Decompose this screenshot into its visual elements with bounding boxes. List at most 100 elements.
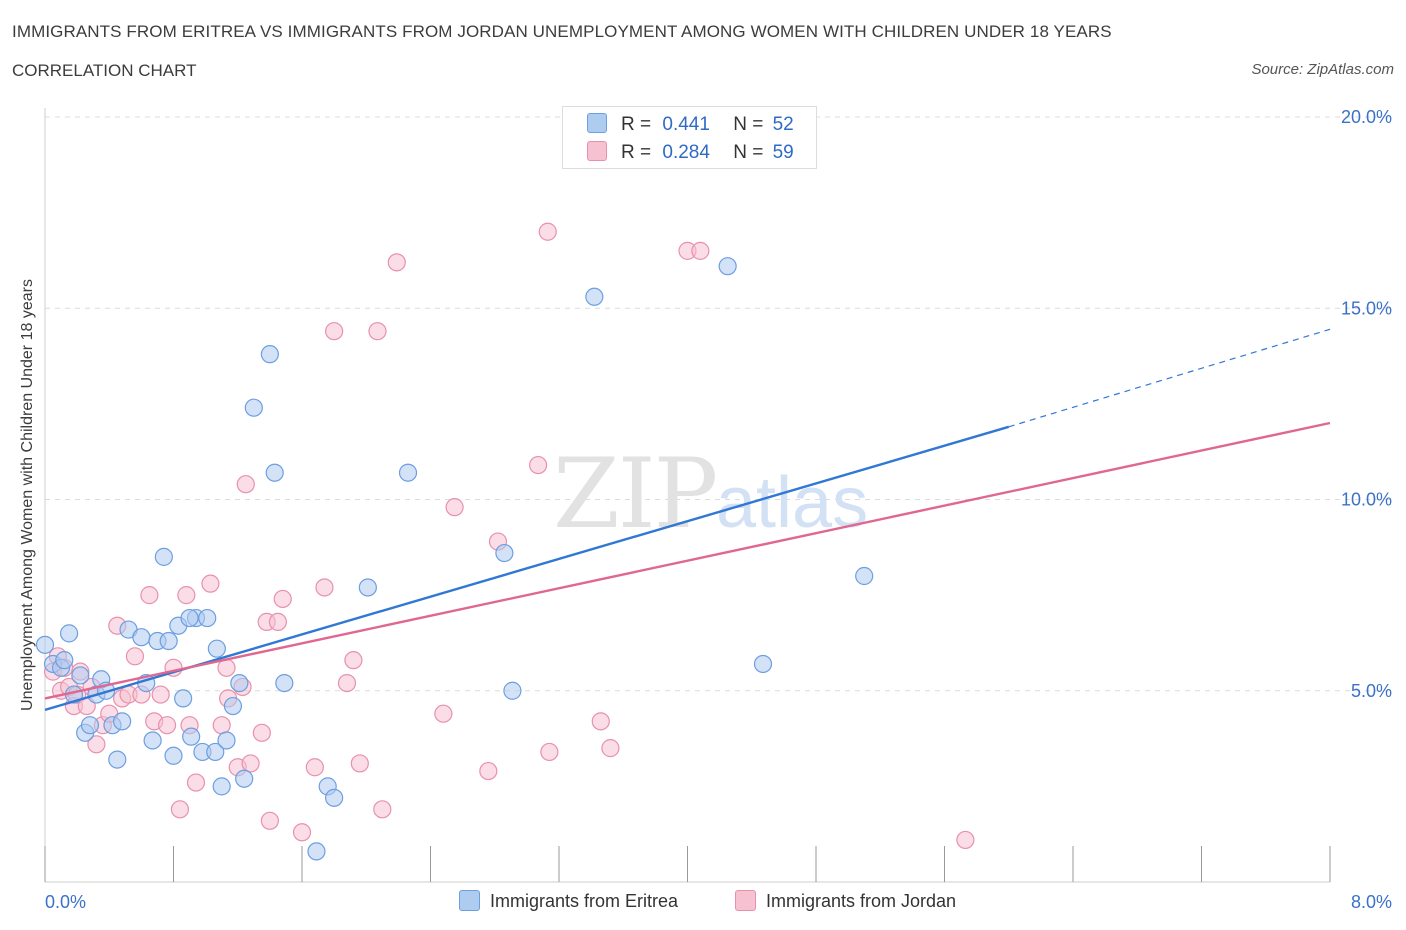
- jordan-point: [350, 754, 369, 773]
- eritrea-legend-label: Immigrants from Eritrea: [490, 891, 679, 911]
- r-label: R =: [621, 142, 652, 163]
- eritrea-point: [753, 654, 773, 674]
- eritrea-point: [718, 257, 737, 276]
- eritrea-point: [164, 746, 183, 765]
- jordan-point: [315, 578, 334, 597]
- eritrea-point: [154, 547, 173, 566]
- jordan-point: [344, 651, 363, 670]
- eritrea-point: [230, 673, 249, 693]
- jordan-point: [273, 589, 292, 609]
- source-credit: Source: ZipAtlas.com: [1251, 61, 1394, 78]
- eritrea-point: [182, 727, 201, 746]
- eritrea-point: [260, 345, 279, 364]
- n-value-jordan: 59: [772, 142, 794, 163]
- eritrea-point: [159, 631, 178, 651]
- jordan-point: [368, 322, 387, 341]
- tick-labels: 5.0% 10.0% 15.0% 20.0% 0.0% 8.0%: [45, 107, 1392, 912]
- svg-text:ZIP: ZIP: [553, 438, 716, 550]
- eritrea-point: [265, 463, 284, 482]
- chart-title: IMMIGRANTS FROM ERITREA VS IMMIGRANTS FR…: [12, 22, 1112, 41]
- bottom-legend-jordan: Immigrants from Jordan: [735, 890, 956, 912]
- jordan-point: [591, 712, 610, 731]
- eritrea-point: [143, 731, 162, 750]
- eritrea-point: [207, 639, 226, 658]
- eritrea-point: [198, 608, 217, 628]
- y-tick-label: 5.0%: [1351, 681, 1392, 701]
- eritrea-point: [223, 696, 243, 716]
- eritrea-point: [585, 287, 604, 306]
- jordan-point: [186, 773, 206, 792]
- jordan-point: [125, 647, 145, 666]
- jordan-swatch: [587, 141, 607, 161]
- y-tick-label: 20.0%: [1341, 107, 1392, 127]
- eritrea-point: [112, 712, 132, 731]
- jordan-point: [434, 704, 453, 723]
- jordan-point: [445, 498, 464, 517]
- jordan-point: [373, 800, 392, 819]
- jordan-point: [305, 758, 324, 777]
- eritrea-legend-swatch: [459, 890, 480, 911]
- series-eritrea-points: [35, 257, 874, 861]
- eritrea-point: [495, 543, 514, 563]
- jordan-point: [479, 761, 498, 781]
- jordan-point: [956, 830, 975, 850]
- y-tick-label: 10.0%: [1341, 490, 1392, 510]
- x-tick-label: 0.0%: [45, 892, 86, 912]
- n-label: N =: [733, 142, 764, 163]
- jordan-point: [177, 586, 196, 605]
- eritrea-point: [235, 769, 254, 788]
- chart-subtitle: CORRELATION CHART: [12, 61, 197, 80]
- r-label: R =: [621, 114, 652, 135]
- eritrea-point: [212, 777, 231, 796]
- jordan-point: [538, 222, 557, 241]
- legend-row-jordan: R = 0.284 N = 59: [587, 141, 794, 163]
- axes: [44, 108, 1331, 883]
- correlation-legend: R = 0.441 N = 52 R = 0.284 N = 59: [562, 106, 817, 169]
- jordan-trend-line: [44, 421, 1331, 700]
- eritrea-point: [71, 666, 90, 685]
- eritrea-point: [35, 635, 55, 654]
- jordan-point: [387, 253, 406, 272]
- jordan-point: [540, 742, 559, 762]
- jordan-point: [151, 685, 170, 704]
- n-label: N =: [733, 114, 764, 135]
- eritrea-point: [55, 651, 74, 670]
- jordan-point: [268, 612, 288, 632]
- watermark: ZIP atlas: [553, 438, 868, 550]
- trend-lines: [44, 328, 1331, 712]
- eritrea-point: [180, 608, 199, 628]
- jordan-point: [292, 823, 312, 842]
- jordan-point: [170, 800, 190, 819]
- eritrea-point: [503, 681, 522, 700]
- jordan-point: [157, 716, 177, 735]
- eritrea-point: [398, 463, 418, 482]
- jordan-legend-label: Immigrants from Jordan: [766, 891, 957, 911]
- x-tick-label: 8.0%: [1351, 892, 1392, 912]
- eritrea-trend-line: [44, 425, 1010, 712]
- y-axis-label: Unemployment Among Women with Children U…: [19, 279, 36, 711]
- y-tick-label: 15.0%: [1341, 298, 1392, 318]
- eritrea-point: [108, 750, 127, 769]
- jordan-point: [201, 574, 220, 593]
- r-value-jordan: 0.284: [662, 142, 710, 163]
- jordan-point: [529, 455, 548, 475]
- eritrea-point: [217, 731, 236, 750]
- jordan-point: [260, 811, 279, 830]
- jordan-point: [87, 735, 106, 754]
- bottom-legend-eritrea: Immigrants from Eritrea: [459, 890, 678, 912]
- eritrea-trend-extension: [1008, 328, 1331, 428]
- jordan-point: [252, 723, 271, 742]
- eritrea-point: [325, 788, 344, 807]
- eritrea-swatch: [587, 113, 607, 133]
- legend-row-eritrea: R = 0.441 N = 52: [587, 113, 794, 135]
- eritrea-point: [244, 398, 263, 417]
- eritrea-point: [855, 566, 874, 586]
- eritrea-point: [174, 689, 193, 708]
- eritrea-point: [132, 628, 151, 647]
- jordan-point: [212, 716, 231, 735]
- jordan-point: [337, 673, 357, 693]
- eritrea-point: [206, 742, 225, 762]
- jordan-point: [140, 586, 159, 605]
- eritrea-point: [59, 624, 79, 643]
- eritrea-point: [275, 673, 294, 693]
